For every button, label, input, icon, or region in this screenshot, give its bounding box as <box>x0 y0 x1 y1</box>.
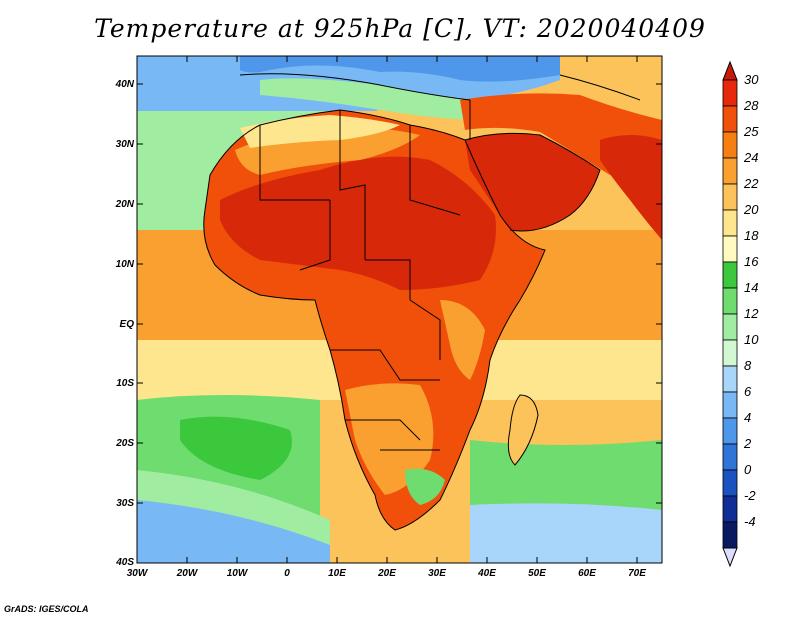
lat-label: EQ <box>119 319 134 330</box>
ocean-south-cold <box>137 500 330 563</box>
lat-label: 10N <box>115 259 134 270</box>
africa-south-warm <box>345 383 434 495</box>
map-title: Temperature at 925hPa [C], VT: 202004040… <box>94 14 706 43</box>
colorbar-swatch <box>722 365 738 393</box>
lon-label: 50E <box>528 568 546 579</box>
africa-sahel-hot <box>220 156 496 290</box>
lon-label: 30W <box>126 568 148 579</box>
colorbar-swatch <box>722 79 738 107</box>
lon-label: 70E <box>628 568 646 579</box>
colorbar-swatch <box>722 417 738 445</box>
colorbar-label: -4 <box>744 514 756 529</box>
ocean-south-cold-east <box>470 503 662 563</box>
colorbar-label: 10 <box>744 332 759 347</box>
lat-label: 40S <box>116 557 134 568</box>
colorbar-over-arrow <box>722 60 738 81</box>
lat-label: 30N <box>115 139 134 150</box>
colorbar-swatch <box>722 521 738 549</box>
lat-label: 40N <box>115 79 134 90</box>
colorbar-swatch <box>722 287 738 315</box>
colorbar-swatch <box>722 157 738 185</box>
colorbar-label: 2 <box>744 436 752 451</box>
colorbar-label: 28 <box>744 98 759 113</box>
lat-ticks <box>137 83 662 504</box>
lon-label: 30E <box>428 568 446 579</box>
lat-label: 10S <box>116 378 134 389</box>
lon-label: 0 <box>284 568 290 579</box>
lon-label: 10E <box>328 568 346 579</box>
colorbar-swatch <box>722 209 738 237</box>
lon-ticks <box>186 56 638 563</box>
colorbar-swatch <box>722 391 738 419</box>
colorbar-label: 12 <box>744 306 759 321</box>
colorbar-swatch <box>722 235 738 263</box>
colorbar-label: 0 <box>744 462 752 477</box>
colorbar-swatch <box>722 339 738 367</box>
colorbar-swatch <box>722 183 738 211</box>
lat-label: 20N <box>115 199 134 210</box>
arabia-land <box>465 133 600 231</box>
lon-label: 20W <box>176 568 198 579</box>
colorbar-swatch <box>722 313 738 341</box>
colorbar-swatch <box>722 469 738 497</box>
colorbar <box>722 60 738 568</box>
colorbar-label: 16 <box>744 254 759 269</box>
plot-frame <box>136 55 663 564</box>
africa-south-green <box>405 468 445 505</box>
colorbar-label: 24 <box>744 150 759 165</box>
colorbar-swatch <box>722 443 738 471</box>
madagascar-land <box>508 395 538 465</box>
colorbar-label: 20 <box>744 202 759 217</box>
colorbar-label: 22 <box>744 176 759 191</box>
colorbar-label: 14 <box>744 280 759 295</box>
colorbar-label: 4 <box>744 410 752 425</box>
europe-land <box>240 56 560 82</box>
colorbar-swatch <box>722 105 738 133</box>
colorbar-label: 30 <box>744 72 759 87</box>
lon-label: 20E <box>378 568 396 579</box>
med-sea-mid <box>260 78 470 120</box>
country-borders <box>203 73 641 531</box>
colorbar-under-arrow <box>722 547 738 568</box>
colorbar-label: 18 <box>744 228 759 243</box>
colorbar-swatch <box>722 131 738 159</box>
colorbar-label: -2 <box>744 488 756 503</box>
lat-label: 30S <box>116 498 134 509</box>
colorbar-label: 25 <box>744 124 759 139</box>
east-africa-mild <box>440 300 485 380</box>
lat-label: 20S <box>116 438 134 449</box>
colorbar-swatch <box>722 495 738 523</box>
india-land <box>600 135 662 240</box>
lon-label: 60E <box>578 568 596 579</box>
africa-north-cool <box>240 115 400 148</box>
lon-label: 10W <box>226 568 248 579</box>
lon-label: 40E <box>478 568 496 579</box>
colorbar-label: 6 <box>744 384 752 399</box>
colorbar-swatch <box>722 261 738 289</box>
ocean-west-cool-patch <box>180 416 292 480</box>
plot-area <box>137 56 662 563</box>
colorbar-label: 8 <box>744 358 752 373</box>
credit-text: GrADS: IGES/COLA <box>4 604 89 614</box>
